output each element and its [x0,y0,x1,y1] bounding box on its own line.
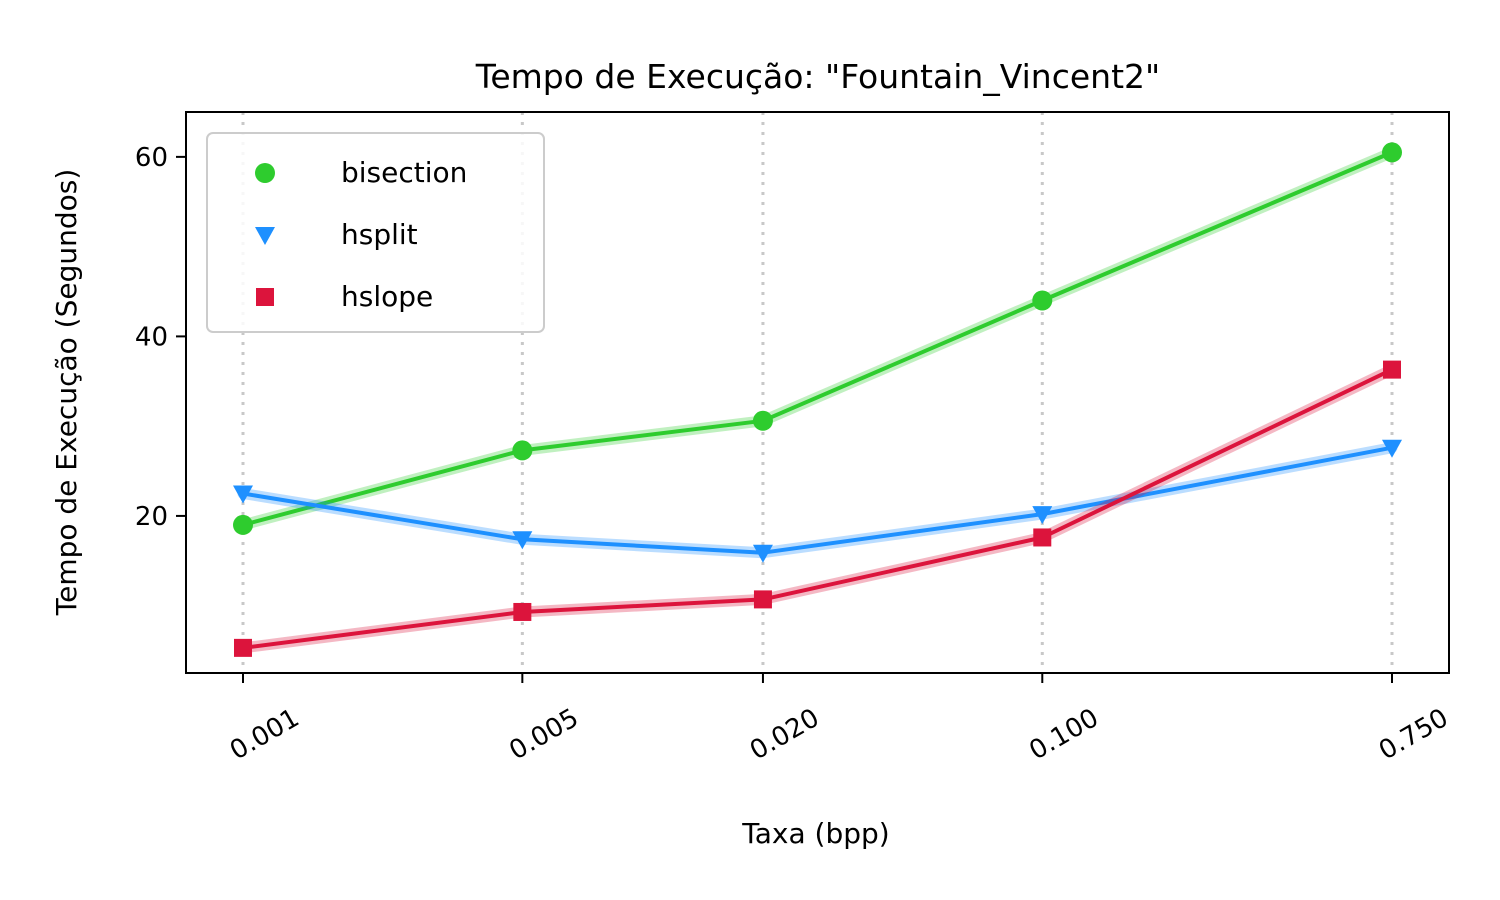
data-point-hslope [1383,360,1401,379]
x-tick-label: 0.750 [1374,703,1453,766]
series-bisection [233,142,1402,535]
x-axis: 0.001 0.005 0.020 0.100 0.750 [225,673,1454,766]
data-point-hsplit [752,544,773,563]
legend-item-bisection: bisection [255,156,467,189]
series-layer [233,142,1402,657]
data-point-hsplit [1382,439,1402,458]
data-point-hsplit [1032,506,1053,525]
series-hsplit-confidence-band [237,442,1398,559]
y-tick-label: 20 [135,502,168,532]
legend-label: bisection [341,156,467,189]
data-point-bisection [1382,142,1402,163]
data-point-bisection [512,440,533,461]
legend-marker-hsplit [255,227,275,245]
data-point-hslope [753,590,772,609]
series-hslope-line [242,367,1393,650]
legend: bisection hsplit hslope [206,132,545,333]
legend-label: hsplit [341,218,418,251]
legend-label: hslope [341,280,433,313]
grid [241,112,1394,673]
x-tick-label: 0.005 [504,703,583,766]
series-hslope-confidence-band [237,364,1398,654]
x-axis-label: Taxa (bpp) [741,817,889,850]
data-point-hslope [234,638,252,657]
legend-item-hslope: hslope [256,280,433,313]
series-hsplit [233,439,1402,563]
data-point-hsplit [512,531,533,550]
y-axis: 20 40 60 [135,143,186,532]
data-point-hslope [513,602,532,621]
data-point-bisection [233,514,253,535]
legend-marker-bisection [255,163,275,183]
legend-marker-hslope [256,288,274,306]
data-point-bisection [1032,290,1053,311]
y-axis-label: Tempo de Execução (Segundos) [50,169,83,617]
plot-frame [185,111,1450,674]
series-hsplit-line [242,445,1393,555]
x-tick-label: 0.001 [225,703,304,766]
legend-box [206,132,545,333]
x-tick-label: 0.020 [745,703,824,766]
y-tick-label: 60 [135,143,168,173]
data-point-hsplit [233,485,253,504]
chart-title: Tempo de Execução: "Fountain_Vincent2" [475,57,1160,96]
series-hslope [234,360,1401,657]
data-point-bisection [752,410,773,431]
data-point-hslope [1033,528,1052,547]
x-tick-label: 0.100 [1024,703,1103,766]
y-tick-label: 40 [135,322,168,352]
legend-item-hsplit: hsplit [255,218,418,251]
